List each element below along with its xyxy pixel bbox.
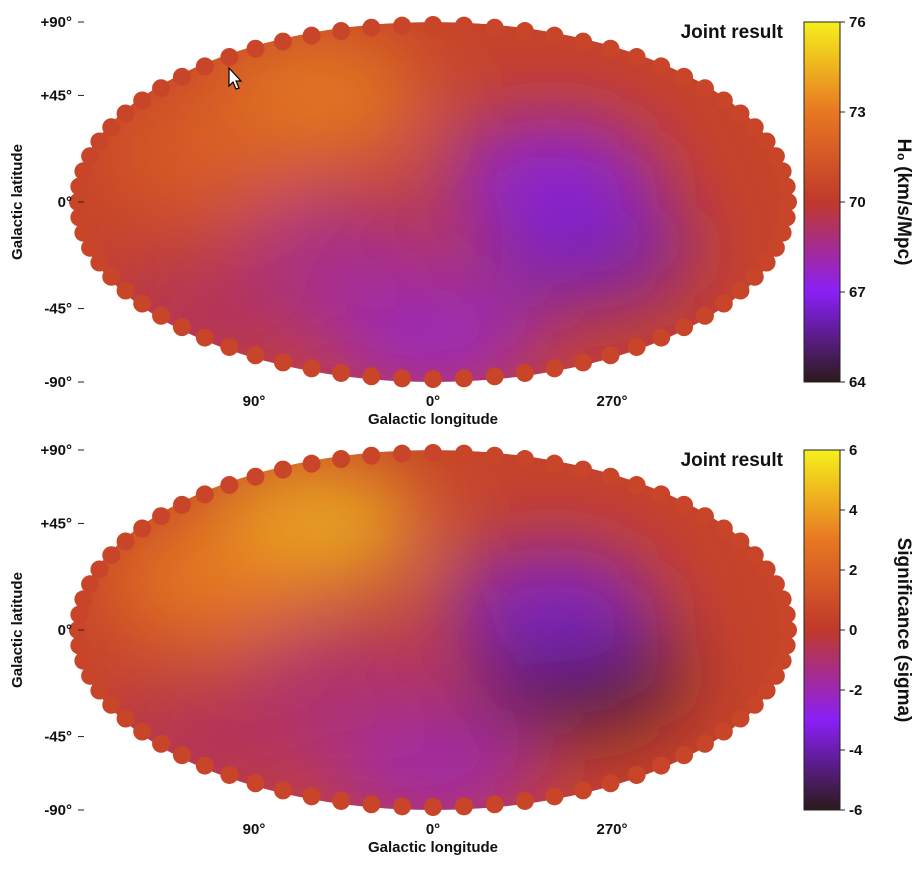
pointer-arrow-icon xyxy=(228,66,243,90)
y-tick-label: +90° xyxy=(41,442,72,459)
map-feature xyxy=(105,91,321,215)
colorbar-title: Significance (sigma) xyxy=(893,538,914,723)
colorbar-title: H₀ (km/s/Mpc) xyxy=(893,139,914,266)
colorbar-tick-label: 76 xyxy=(849,14,866,31)
y-tick-label: 0° xyxy=(58,194,72,211)
mollweide-heatmap-h0 xyxy=(69,16,797,388)
x-tick-label: 270° xyxy=(596,393,627,410)
x-tick-label: 270° xyxy=(596,821,627,838)
y-tick-label: -90° xyxy=(44,374,72,391)
colorbar-tick-label: 64 xyxy=(849,374,866,391)
y-axis-label: Galactic latitude xyxy=(9,144,26,260)
panel-significance-map: +90° +45° 0° -45° -90° 90° 0° 270° Joint result… xyxy=(9,442,914,856)
mollweide-heatmap-significance xyxy=(69,444,797,816)
colorbar-tick-label: -2 xyxy=(849,682,862,699)
colorbar-gradient xyxy=(803,449,841,811)
x-tick-label: 0° xyxy=(426,393,440,410)
y-tick-label: -90° xyxy=(44,802,72,819)
y-tick-label: +45° xyxy=(41,515,72,532)
colorbar-tick-label: 2 xyxy=(849,562,857,579)
colorbar-tick-label: -6 xyxy=(849,802,862,819)
map-feature xyxy=(105,519,321,643)
colorbar-h0: 76 73 70 67 64 xyxy=(803,14,866,391)
colorbar-tick-label: 6 xyxy=(849,442,857,459)
y-tick-label: 0° xyxy=(58,622,72,639)
x-tick-label: 90° xyxy=(243,393,266,410)
panel-title: Joint result xyxy=(681,450,784,471)
panel-h0-map: +90° +45° 0° -45° -90° 90° 0° 270° Joint result… xyxy=(9,14,914,428)
colorbar-tick-label: 73 xyxy=(849,104,866,121)
colorbar-tick-label: 67 xyxy=(849,284,866,301)
map-rim xyxy=(69,444,797,816)
y-tick-label: +90° xyxy=(41,14,72,31)
colorbar-tick-label: 4 xyxy=(849,502,858,519)
colorbar-tick-label: -4 xyxy=(849,742,863,759)
colorbar-gradient xyxy=(803,21,841,383)
map-feature xyxy=(443,116,659,239)
colorbar-tick-label: 70 xyxy=(849,194,866,211)
panel-title: Joint result xyxy=(681,22,784,43)
x-axis-label: Galactic longitude xyxy=(368,411,498,428)
x-tick-label: 90° xyxy=(243,821,266,838)
x-tick-label: 0° xyxy=(426,821,440,838)
y-tick-label: +45° xyxy=(41,87,72,104)
axis-ticks-significance: +90° +45° 0° -45° -90° 90° 0° 270° xyxy=(41,442,628,838)
y-axis-label: Galactic latitude xyxy=(9,572,26,688)
y-tick-label: -45° xyxy=(44,301,72,318)
map-rim xyxy=(69,16,797,388)
x-axis-label: Galactic longitude xyxy=(368,839,498,856)
colorbar-significance: 6 4 2 0 -2 -4 -6 xyxy=(803,442,863,819)
map-feature xyxy=(443,544,659,667)
y-tick-label: -45° xyxy=(44,729,72,746)
axis-ticks-h0: +90° +45° 0° -45° -90° 90° 0° 270° xyxy=(41,14,628,410)
colorbar-tick-label: 0 xyxy=(849,622,857,639)
